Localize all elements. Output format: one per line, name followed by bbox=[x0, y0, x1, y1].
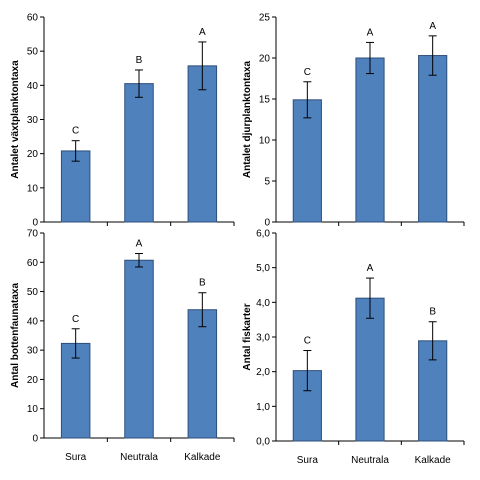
y-axis-title: Antal bottenfaunataxa bbox=[10, 283, 21, 388]
significance-label: A bbox=[199, 27, 206, 38]
x-category-label: Kalkade bbox=[184, 452, 221, 463]
y-tick-label: 10 bbox=[27, 183, 39, 194]
significance-label: A bbox=[367, 263, 374, 274]
y-tick-label: 1,0 bbox=[256, 402, 270, 413]
x-category-label: Sura bbox=[297, 455, 319, 466]
bar-kalkade bbox=[418, 55, 448, 223]
y-axis-title: Antalet växtplanktontaxa bbox=[10, 60, 21, 179]
y-tick-label: 2,0 bbox=[256, 367, 270, 378]
y-tick-label: 20 bbox=[259, 54, 271, 65]
bar-neutrala bbox=[124, 83, 154, 223]
y-tick-label: 40 bbox=[27, 81, 39, 92]
y-tick-label: 10 bbox=[259, 136, 271, 147]
x-category-label: Neutrala bbox=[120, 452, 158, 463]
y-tick-label: 10 bbox=[27, 404, 39, 415]
y-tick-label: 0 bbox=[32, 434, 38, 445]
significance-label: B bbox=[136, 55, 143, 66]
y-tick-label: 50 bbox=[27, 287, 39, 298]
bar-neutrala bbox=[124, 259, 154, 439]
significance-label: C bbox=[72, 126, 79, 137]
chart-panel-fish-species: 0,0 1,0 2,0 3,0 4,0 5,0 6,0 C Sura A Neutrala B Kalk… bbox=[242, 229, 465, 466]
y-tick-label: 3,0 bbox=[256, 333, 270, 344]
y-tick-label: 0,0 bbox=[256, 437, 270, 448]
bar-neutrala bbox=[355, 57, 385, 223]
chart-panel-phytoplankton: 0 10 20 30 40 50 60 C B A Antalet växtplanktontaxa bbox=[10, 13, 235, 229]
chart-panel-zooplankton: 0 5 10 15 20 25 C A A Antalet djurplanktontaxa bbox=[242, 13, 465, 229]
x-category-label: Neutrala bbox=[351, 455, 389, 466]
y-tick-label: 60 bbox=[27, 13, 39, 24]
significance-label: C bbox=[304, 336, 311, 347]
y-tick-label: 20 bbox=[27, 375, 39, 386]
bar-kalkade bbox=[187, 309, 218, 439]
significance-label: A bbox=[136, 239, 143, 250]
significance-label: A bbox=[429, 21, 436, 32]
y-axis-title: Antal fiskarter bbox=[242, 303, 253, 370]
y-tick-label: 30 bbox=[27, 346, 39, 357]
y-tick-label: 5,0 bbox=[256, 263, 270, 274]
significance-label: B bbox=[199, 278, 206, 289]
x-category-label: Kalkade bbox=[415, 455, 452, 466]
y-tick-label: 70 bbox=[27, 229, 39, 240]
x-category-label: Sura bbox=[65, 452, 87, 463]
y-tick-label: 40 bbox=[27, 316, 39, 327]
y-axis-title: Antalet djurplanktontaxa bbox=[242, 60, 253, 178]
y-tick-label: 30 bbox=[27, 115, 39, 126]
y-tick-label: 6,0 bbox=[256, 229, 270, 240]
significance-label: C bbox=[304, 67, 311, 78]
significance-label: A bbox=[367, 27, 374, 38]
y-tick-label: 25 bbox=[259, 13, 271, 24]
y-tick-label: 50 bbox=[27, 47, 39, 58]
chart-panel-benthic-fauna: 0 10 20 30 40 50 60 70 C Sura A Neutrala B Kalkade Ant… bbox=[10, 229, 235, 463]
y-tick-label: 4,0 bbox=[256, 298, 270, 309]
bar-neutrala bbox=[355, 297, 385, 442]
y-tick-label: 5 bbox=[264, 177, 270, 188]
y-tick-label: 60 bbox=[27, 258, 39, 269]
bar-sura bbox=[292, 99, 322, 223]
y-tick-label: 0 bbox=[32, 218, 38, 229]
y-tick-label: 20 bbox=[27, 149, 39, 160]
significance-label: C bbox=[72, 314, 79, 325]
significance-label: B bbox=[429, 307, 436, 318]
bar-sura bbox=[60, 342, 91, 439]
y-tick-label: 0 bbox=[264, 218, 270, 229]
y-tick-label: 15 bbox=[259, 95, 271, 106]
